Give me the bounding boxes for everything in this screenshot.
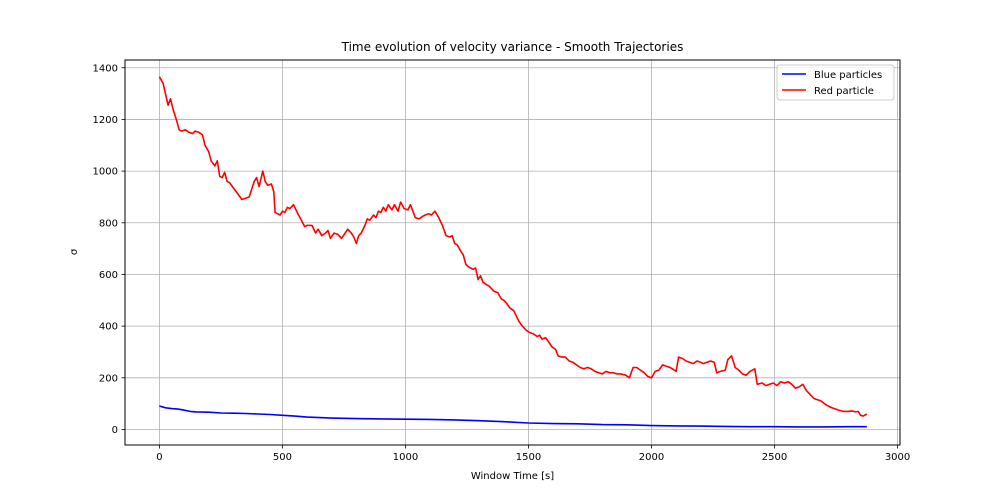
- x-tick-label: 2000: [639, 452, 664, 463]
- x-tick-label: 1000: [393, 452, 418, 463]
- y-tick-label: 800: [99, 218, 118, 229]
- x-tick-label: 3000: [885, 452, 910, 463]
- x-tick-label: 500: [273, 452, 292, 463]
- grid-lines: [125, 60, 900, 445]
- series-lines: [158, 76, 868, 428]
- x-axis-label: Window Time [s]: [471, 471, 554, 482]
- y-tick-label: 400: [99, 322, 118, 333]
- y-tick-label: 1400: [93, 63, 118, 74]
- series-line-blue-particles: [159, 405, 867, 428]
- plot-frame: [124, 59, 901, 446]
- legend-label-red-particle: Red particle: [814, 86, 874, 97]
- series-line-red-particle: [158, 76, 868, 417]
- x-tick-label: 0: [156, 452, 162, 463]
- legend-label-blue-particles: Blue particles: [814, 70, 882, 81]
- axis-ticks: 0 500 1000 1500 2000 2500 3000 0 200 400 600 800 100…: [93, 63, 911, 463]
- x-tick-label: 2500: [762, 452, 787, 463]
- legend: Blue particles Red particle: [776, 64, 895, 101]
- y-axis-label: σ: [69, 248, 80, 255]
- legend-box: [776, 64, 895, 101]
- x-tick-label: 1500: [516, 452, 541, 463]
- y-tick-label: 200: [99, 373, 118, 384]
- y-tick-label: 1200: [93, 115, 118, 126]
- y-tick-label: 0: [112, 425, 118, 436]
- y-tick-label: 600: [99, 270, 118, 281]
- chart-title: Time evolution of velocity variance - Sm…: [341, 40, 684, 54]
- y-tick-label: 1000: [93, 167, 118, 178]
